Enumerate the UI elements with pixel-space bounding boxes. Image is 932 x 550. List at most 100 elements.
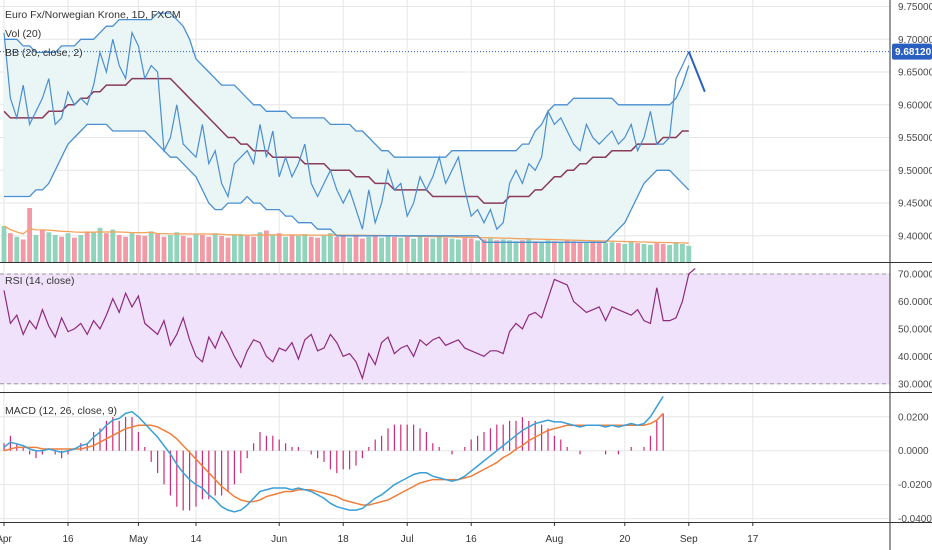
xtick-label: May [129, 534, 148, 545]
volume-bar [244, 235, 250, 262]
volume-bar [212, 233, 218, 262]
price-ytick-label: 9.50000 [898, 166, 932, 177]
volume-bar [33, 235, 39, 262]
volume-bar [392, 236, 397, 262]
volume-bar [596, 242, 602, 262]
volume-bar [526, 239, 532, 262]
price-ytick-label: 9.55000 [898, 133, 932, 144]
volume-bar [475, 240, 480, 262]
volume-bar [59, 236, 64, 262]
symbol-title: Euro Fx/Norwegian Krone, 1D, FXCM [5, 9, 181, 21]
volume-bar [558, 242, 564, 262]
macd-signal-line [3, 412, 664, 506]
volume-bar [110, 229, 116, 262]
volume-bar [180, 235, 186, 262]
volume-bar [315, 237, 320, 262]
xtick-label: 17 [747, 534, 759, 545]
close-price-line [3, 30, 690, 231]
volume-bar [353, 235, 359, 262]
volume-bar [91, 232, 96, 262]
volume-bar [123, 236, 128, 262]
rsi-ytick-label: 40.0000 [898, 352, 932, 363]
xtick-label: 18 [338, 534, 350, 545]
volume-bar [507, 240, 512, 262]
volume-bar [283, 236, 288, 262]
volume-bar [468, 238, 474, 262]
volume-bar [116, 235, 122, 262]
volume-bar [65, 233, 71, 262]
volume-bar [219, 235, 224, 262]
volume-bar [1, 226, 7, 262]
volume-bar [72, 237, 77, 262]
xtick-label: Sep [680, 534, 698, 545]
volume-bar [539, 242, 544, 262]
price-ytick-label: 9.75000 [898, 2, 932, 13]
price-ytick-label: 9.40000 [898, 231, 932, 242]
projection-line [687, 51, 706, 93]
volume-bar [78, 235, 84, 262]
volume-bar [225, 237, 231, 262]
volume-bar [52, 235, 58, 262]
rsi-series [0, 268, 890, 385]
volume-bar [193, 234, 199, 262]
volume-bar [628, 242, 634, 262]
macd-series [3, 395, 664, 513]
volume-bar [673, 242, 679, 262]
rsi-ytick-label: 30.0000 [898, 379, 932, 390]
volume-bar [46, 232, 52, 262]
volume-bar [84, 231, 90, 262]
volume-bar [20, 239, 26, 262]
volume-bar [232, 235, 237, 262]
volume-bar [443, 237, 448, 262]
volume-bar [270, 235, 276, 262]
price-series [0, 12, 890, 243]
volume-bar [424, 237, 429, 262]
volume-bar [347, 237, 352, 262]
macd-indicator-title: MACD (12, 26, close, 9) [5, 405, 117, 417]
volume-indicator-title: Vol (20) [5, 28, 41, 40]
volume-bar [481, 239, 487, 262]
volume-bar [641, 244, 647, 262]
xtick-label: Apr [0, 534, 12, 545]
volume-bar [360, 238, 365, 262]
xtick-label: Aug [546, 534, 564, 545]
volume-bar [27, 208, 32, 262]
bb-upper-line [4, 12, 690, 158]
volume-bar [379, 237, 384, 262]
volume-bar [411, 238, 416, 262]
volume-bar [635, 243, 640, 262]
volume-bar [660, 244, 666, 262]
volume-bar [532, 241, 538, 262]
volume-bar [321, 235, 327, 262]
volume-bar [302, 234, 308, 262]
volume-bar [372, 235, 378, 262]
volume-bar [500, 239, 506, 262]
volume-bar [564, 240, 570, 262]
bb-lower-line [4, 123, 690, 243]
volume-bar [200, 235, 205, 262]
volume-bar [251, 236, 256, 262]
volume-bar [667, 244, 672, 262]
bb-basis-line [3, 77, 689, 204]
xtick-label: 16 [62, 534, 74, 545]
volume-bar [449, 238, 455, 262]
bollinger-indicator-title: BB (20, close, 2) [5, 47, 83, 59]
volume-bar [436, 236, 442, 262]
volume-bar [206, 236, 212, 262]
volume-bar [398, 237, 404, 262]
volume-bar [8, 233, 13, 262]
volume-bar [648, 244, 653, 262]
volume-bar [40, 230, 45, 262]
volume-bar [340, 235, 346, 262]
xtick-label: 20 [619, 534, 631, 545]
macd-ytick-label: -0.0200 [898, 480, 932, 491]
volume-bar [545, 240, 551, 262]
price-ytick-label: 9.60000 [898, 100, 932, 111]
volume-bar [622, 244, 628, 262]
bollinger-band-area [4, 13, 689, 243]
volume-bar [14, 236, 20, 262]
volume-bar [296, 235, 301, 262]
volume-bar [488, 238, 493, 262]
